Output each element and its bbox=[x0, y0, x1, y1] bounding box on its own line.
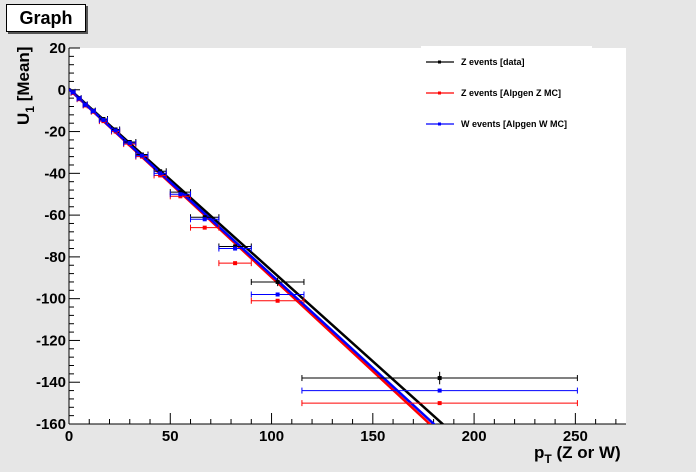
legend-label: Z events [data] bbox=[461, 57, 525, 67]
fit-line bbox=[69, 88, 436, 424]
data-point bbox=[301, 400, 578, 407]
point-marker bbox=[178, 190, 183, 195]
y-tick-label: -120 bbox=[36, 332, 66, 349]
point-marker bbox=[233, 261, 238, 266]
point-marker bbox=[437, 401, 442, 406]
point-marker bbox=[233, 246, 238, 251]
data-point bbox=[82, 101, 88, 108]
fit-line bbox=[69, 87, 445, 424]
y-tick-label: -140 bbox=[36, 374, 66, 391]
legend-label: W events [Alpgen W MC] bbox=[461, 119, 567, 129]
data-point bbox=[98, 117, 108, 124]
point-marker bbox=[437, 388, 442, 393]
point-marker bbox=[178, 192, 183, 197]
y-axis-title: U1 [Mean] bbox=[14, 47, 37, 125]
y-tick-label: -40 bbox=[44, 165, 66, 182]
x-tick-label: 250 bbox=[563, 428, 588, 445]
graph-title: Graph bbox=[19, 7, 73, 28]
data-point bbox=[301, 387, 578, 394]
x-axis-title: pT (Z or W) bbox=[534, 443, 621, 466]
legend-entry: W events [Alpgen W MC] bbox=[426, 119, 567, 129]
point-marker bbox=[113, 128, 118, 133]
x-tick-label: 150 bbox=[360, 428, 385, 445]
axes: 0 50 100 150 200 250200-20-40-60-80-100-120-1… bbox=[36, 40, 626, 445]
y-tick-label: -80 bbox=[44, 249, 66, 266]
point-marker bbox=[158, 171, 163, 176]
x-tick-label: 100 bbox=[259, 428, 284, 445]
legend-entry: Z events [data] bbox=[426, 57, 525, 67]
data-point bbox=[90, 108, 96, 115]
point-marker bbox=[275, 279, 280, 284]
legend-marker bbox=[438, 60, 441, 64]
data-point bbox=[70, 89, 76, 96]
point-marker bbox=[275, 298, 280, 303]
data-point bbox=[218, 245, 252, 252]
y-tick-label: 0 bbox=[58, 82, 66, 99]
point-marker bbox=[178, 194, 183, 199]
legend-marker bbox=[438, 91, 441, 95]
x-tick-label: 0 bbox=[65, 428, 73, 445]
data-point bbox=[250, 291, 305, 298]
data-point bbox=[301, 371, 578, 385]
point-marker bbox=[101, 118, 106, 123]
point-marker bbox=[233, 244, 238, 249]
data-point bbox=[135, 152, 149, 159]
point-marker bbox=[158, 173, 163, 178]
point-marker bbox=[83, 102, 88, 107]
point-marker bbox=[202, 215, 207, 220]
data-point bbox=[190, 216, 220, 223]
data-point bbox=[153, 170, 167, 177]
legend-label: Z events [Alpgen Z MC] bbox=[461, 88, 561, 98]
data-point bbox=[123, 140, 137, 147]
data-point bbox=[76, 95, 82, 102]
graph-title-box: Graph bbox=[6, 4, 86, 32]
point-marker bbox=[275, 292, 280, 297]
data-point bbox=[111, 127, 121, 134]
point-marker bbox=[437, 376, 442, 381]
x-tick-label: 50 bbox=[162, 428, 179, 445]
fit-lines bbox=[69, 87, 445, 424]
point-marker bbox=[202, 225, 207, 230]
y-tick-label: -160 bbox=[36, 416, 66, 433]
legend-entry: Z events [Alpgen Z MC] bbox=[426, 88, 561, 98]
data-points bbox=[70, 88, 578, 407]
data-point bbox=[190, 224, 220, 231]
data-point bbox=[218, 260, 252, 267]
point-marker bbox=[91, 109, 96, 114]
x-tick-label: 200 bbox=[462, 428, 487, 445]
legend: Z events [data] Z events [Alpgen Z MC] W e… bbox=[421, 46, 592, 142]
point-marker bbox=[202, 217, 207, 222]
y-tick-label: -20 bbox=[44, 124, 66, 141]
point-marker bbox=[127, 141, 132, 146]
point-marker bbox=[139, 153, 144, 158]
data-point bbox=[250, 297, 305, 304]
data-point bbox=[169, 191, 192, 198]
y-tick-label: -60 bbox=[44, 207, 66, 224]
y-tick-label: 20 bbox=[49, 40, 66, 57]
point-marker bbox=[158, 169, 163, 174]
y-tick-label: -100 bbox=[36, 291, 66, 308]
legend-marker bbox=[438, 122, 441, 126]
point-marker bbox=[77, 96, 82, 101]
point-marker bbox=[71, 90, 76, 95]
data-point bbox=[250, 277, 305, 287]
